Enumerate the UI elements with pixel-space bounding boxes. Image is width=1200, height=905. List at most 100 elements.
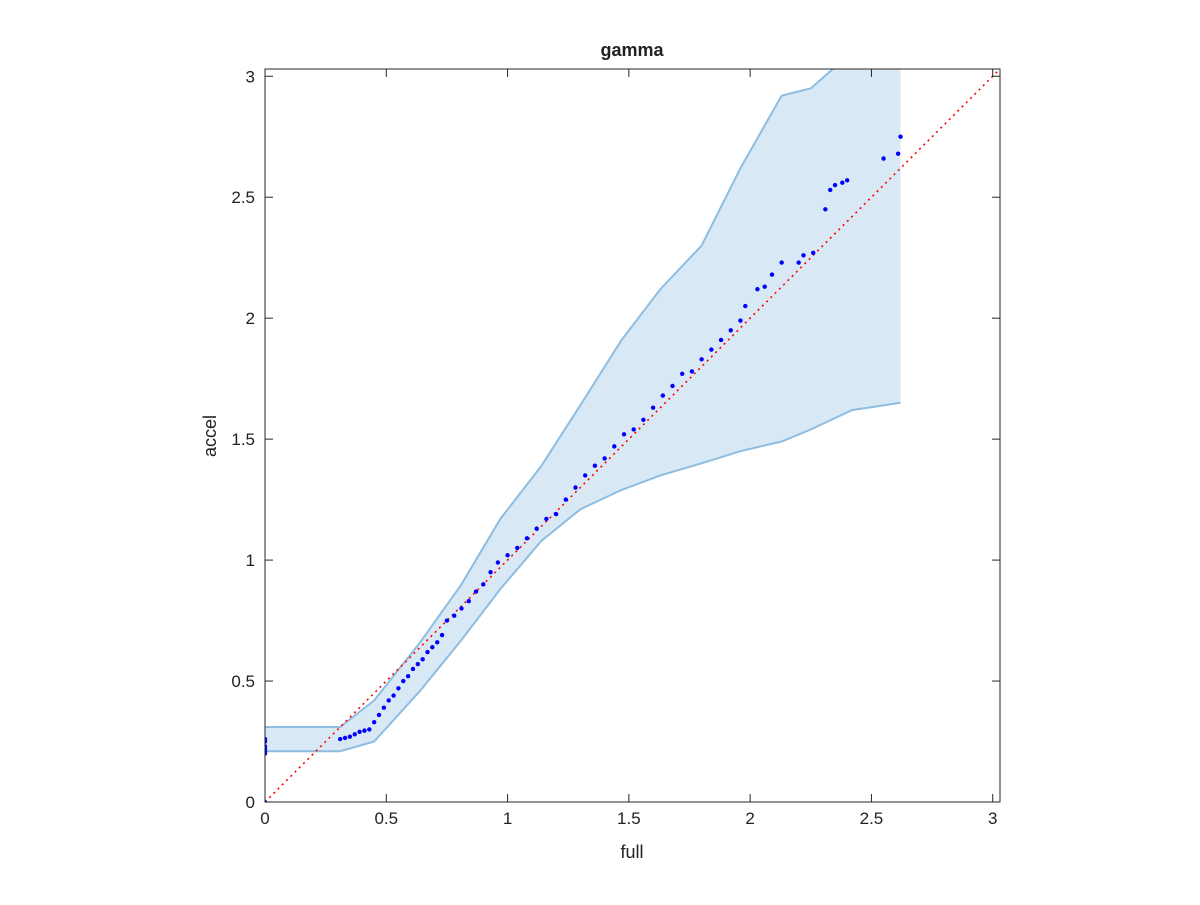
data-point xyxy=(553,511,559,517)
x-tick-label: 1 xyxy=(503,809,512,828)
data-point xyxy=(769,272,775,277)
data-point xyxy=(515,545,520,551)
data-point xyxy=(452,613,457,618)
data-point xyxy=(811,250,816,256)
data-point xyxy=(801,253,806,258)
data-point xyxy=(670,383,675,389)
chart-title: gamma xyxy=(600,40,664,60)
data-point xyxy=(495,560,501,565)
data-point xyxy=(840,180,845,185)
data-point xyxy=(362,728,367,733)
data-point xyxy=(391,693,396,698)
data-point xyxy=(680,371,685,377)
data-point xyxy=(709,347,714,352)
data-point xyxy=(823,207,828,212)
data-point xyxy=(881,156,886,161)
data-point xyxy=(827,187,833,193)
x-tick-label: 2 xyxy=(745,809,754,828)
data-point xyxy=(650,405,656,410)
data-point xyxy=(689,369,695,374)
x-tick-label: 3 xyxy=(988,809,997,828)
data-point xyxy=(420,657,425,662)
data-point xyxy=(832,182,838,188)
data-point xyxy=(466,599,471,604)
data-point xyxy=(473,589,479,594)
data-point xyxy=(544,516,549,522)
data-point xyxy=(524,536,530,541)
data-point xyxy=(459,606,464,611)
data-point xyxy=(396,686,401,691)
x-axis-label: full xyxy=(620,842,643,862)
data-point xyxy=(347,734,353,739)
data-point xyxy=(401,678,406,684)
data-point xyxy=(376,712,382,718)
data-point xyxy=(718,337,724,343)
data-point xyxy=(660,393,666,398)
data-point xyxy=(534,526,539,531)
data-point xyxy=(488,569,493,575)
data-point xyxy=(699,357,704,362)
data-point xyxy=(631,427,636,432)
data-point xyxy=(381,705,387,710)
data-point xyxy=(405,674,411,679)
data-point xyxy=(755,286,760,292)
plot-area xyxy=(265,69,1000,802)
data-point xyxy=(505,553,510,558)
data-point xyxy=(342,735,348,741)
x-tick-label: 0.5 xyxy=(374,809,398,828)
x-tick-label: 0 xyxy=(260,809,269,828)
data-point xyxy=(621,432,627,437)
data-point xyxy=(425,649,430,655)
data-point xyxy=(641,417,646,422)
data-point xyxy=(779,260,784,265)
data-point xyxy=(612,444,617,449)
data-point xyxy=(796,260,801,265)
data-point xyxy=(738,318,743,323)
x-tick-label: 2.5 xyxy=(860,809,884,828)
data-point xyxy=(367,727,372,732)
band-lower-edge xyxy=(265,401,901,753)
data-point xyxy=(357,729,362,735)
y-tick-label: 1 xyxy=(246,551,255,570)
y-tick-label: 2 xyxy=(246,309,255,328)
axes-box xyxy=(264,68,1001,803)
data-point xyxy=(265,744,268,749)
data-point xyxy=(481,582,486,587)
data-point xyxy=(439,632,445,638)
data-point xyxy=(371,719,377,725)
data-point xyxy=(410,666,416,672)
data-point xyxy=(563,497,568,502)
data-point xyxy=(265,799,268,802)
confidence-band xyxy=(265,69,901,752)
data-point xyxy=(728,328,733,333)
data-point xyxy=(573,485,578,490)
data-point xyxy=(762,284,767,289)
data-point xyxy=(582,473,588,478)
data-point xyxy=(898,134,903,139)
y-tick-label: 0.5 xyxy=(231,672,255,691)
y-tick-label: 1.5 xyxy=(231,430,255,449)
data-point xyxy=(844,178,850,183)
data-point xyxy=(743,303,748,309)
data-point xyxy=(415,661,421,667)
data-point xyxy=(444,618,450,623)
reference-line xyxy=(265,69,1000,802)
band-upper-edge xyxy=(265,69,835,728)
data-point xyxy=(386,698,391,703)
axes: 0 0.5 1 1.5 2 2.5 3 0 0.5 1 1.5 2 2.5 3 xyxy=(231,67,1001,828)
y-tick-label: 3 xyxy=(246,67,255,86)
y-tick-label: 0 xyxy=(246,793,255,812)
data-point xyxy=(337,736,343,742)
data-point xyxy=(352,732,357,737)
y-tick-label: 2.5 xyxy=(231,188,255,207)
y-axis-label: accel xyxy=(200,415,220,457)
data-point xyxy=(592,463,598,468)
data-point xyxy=(435,640,440,645)
data-point xyxy=(602,456,607,461)
data-point xyxy=(895,151,901,156)
data-point xyxy=(265,736,268,742)
data-point xyxy=(430,644,435,650)
x-tick-label: 1.5 xyxy=(617,809,641,828)
